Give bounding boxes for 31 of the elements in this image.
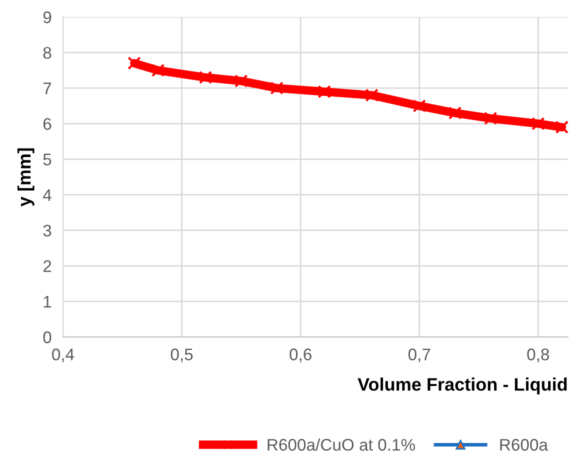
y-tick-label: 8 [43, 46, 52, 59]
point [484, 112, 498, 125]
point [318, 85, 331, 98]
point [448, 106, 462, 120]
point [198, 70, 212, 84]
point [412, 99, 426, 112]
x-axis-title: Volume Fraction - Liquid [358, 378, 567, 394]
y-tick-label: 7 [43, 82, 52, 94]
y-tick-label: 0 [43, 331, 52, 344]
y-tick-label: 9 [43, 11, 52, 24]
point [365, 88, 378, 102]
point [270, 82, 284, 95]
x-tick-label: 0,5 [170, 348, 193, 362]
y-tick-label: 6 [43, 118, 52, 130]
x-tick-label: 0,7 [408, 348, 430, 362]
y-axis-title: y [mm] [17, 148, 34, 206]
y-tick-label: 3 [43, 224, 52, 237]
y-tick-label: 1 [44, 296, 52, 308]
legend-label: R600a/CuO at 0.1% [268, 438, 415, 451]
y-tick-label: 5 [43, 154, 52, 166]
x-tick-label: 0,4 [52, 348, 74, 362]
y-tick-label: 2 [43, 260, 52, 272]
x-tick-label: 0,8 [527, 348, 550, 362]
point [555, 120, 569, 134]
point [151, 64, 165, 77]
y-tick-label: 4 [43, 189, 52, 201]
point [532, 117, 545, 130]
legend-label: R600a [500, 438, 548, 451]
point [128, 56, 141, 70]
point [234, 74, 248, 88]
x-tick-label: 0,6 [290, 348, 312, 362]
